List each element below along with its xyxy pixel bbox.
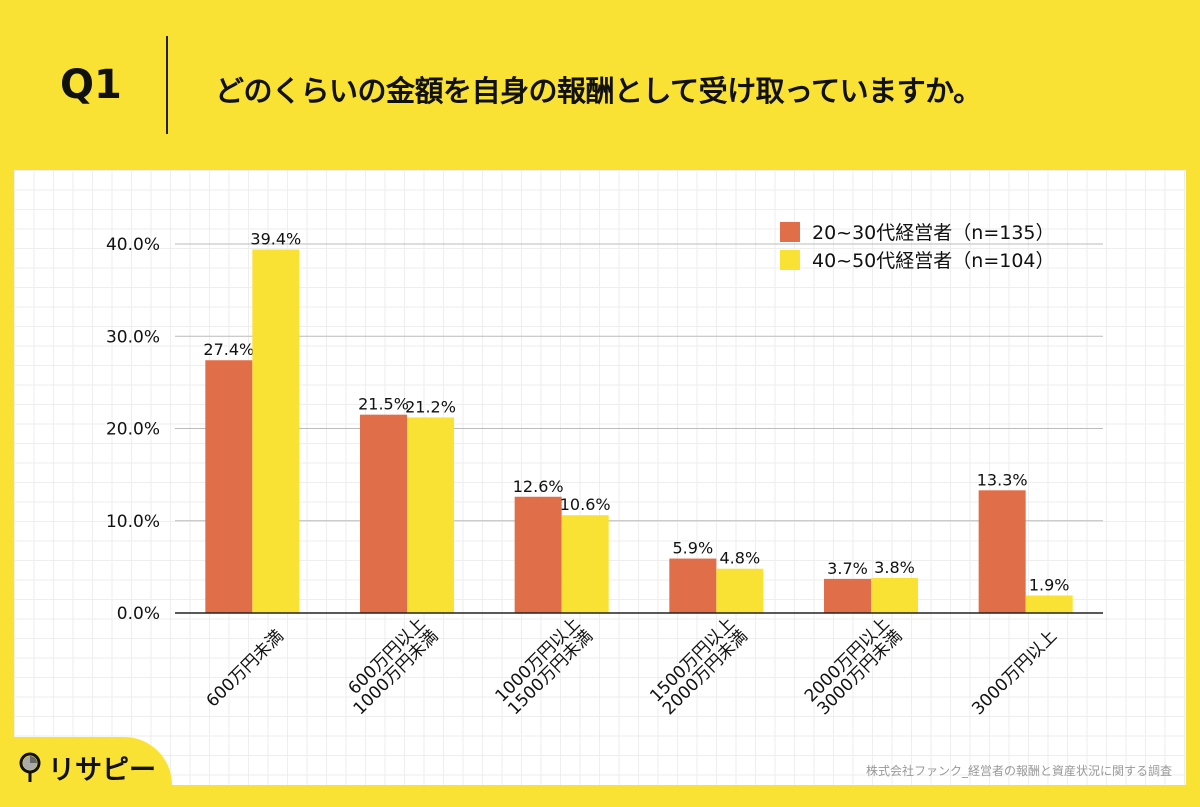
data-label: 3.7%	[827, 559, 868, 578]
legend-swatch-2	[780, 250, 800, 270]
data-label: 27.4%	[203, 340, 254, 359]
x-tick-label: 600万円以上1000万円未満	[337, 614, 443, 720]
y-tick-label: 30.0%	[106, 327, 160, 347]
bar-2	[252, 249, 300, 613]
source-note: 株式会社ファンク_経営者の報酬と資産状況に関する調査	[865, 764, 1172, 778]
y-tick-label: 40.0%	[106, 235, 160, 255]
bar-2	[1025, 595, 1073, 613]
x-tick-label: 2000万円以上3000万円未満	[801, 614, 907, 720]
y-tick-label: 10.0%	[106, 512, 160, 532]
legend-swatch-1	[780, 222, 800, 242]
data-label: 21.2%	[405, 397, 456, 416]
x-tick-label: 600万円未満	[203, 626, 288, 711]
page-title: どのくらいの金額を自身の報酬として受け取っていますか。	[215, 74, 982, 108]
bar-1	[514, 496, 562, 613]
divider	[166, 36, 168, 134]
logo-text: リサピー	[48, 755, 156, 786]
data-label: 13.3%	[977, 470, 1028, 489]
bar-1	[205, 360, 253, 613]
data-label: 4.8%	[720, 549, 761, 568]
data-label: 12.6%	[513, 477, 564, 496]
bar-2	[716, 568, 764, 613]
bar-1	[978, 490, 1026, 613]
data-label: 1.9%	[1029, 575, 1070, 594]
bar-2	[871, 577, 918, 613]
y-tick-label: 20.0%	[106, 420, 160, 440]
x-tick-label: 3000万円以上	[968, 626, 1061, 719]
logo: リサピー	[18, 748, 156, 787]
data-label: 10.6%	[560, 495, 611, 514]
bar-2	[561, 515, 609, 613]
bar-1	[669, 558, 717, 613]
question-number: Q1	[60, 62, 122, 108]
data-label: 3.8%	[874, 558, 915, 577]
y-tick-label: 0.0%	[117, 604, 160, 624]
x-tick-label: 1500万円以上2000万円未満	[646, 614, 752, 720]
bar-2	[407, 417, 454, 613]
data-label: 39.4%	[250, 230, 301, 249]
pin-chart-icon	[19, 752, 41, 782]
legend-label-1: 20~30代経営者（n=135）	[812, 222, 1055, 244]
bar-1	[824, 578, 871, 613]
legend-label-2: 40~50代経営者（n=104）	[812, 250, 1055, 272]
x-tick-label: 1000万円以上1500万円未満	[492, 614, 598, 720]
bar-1	[360, 414, 407, 613]
data-label: 5.9%	[673, 539, 714, 558]
data-label: 21.5%	[358, 395, 409, 414]
